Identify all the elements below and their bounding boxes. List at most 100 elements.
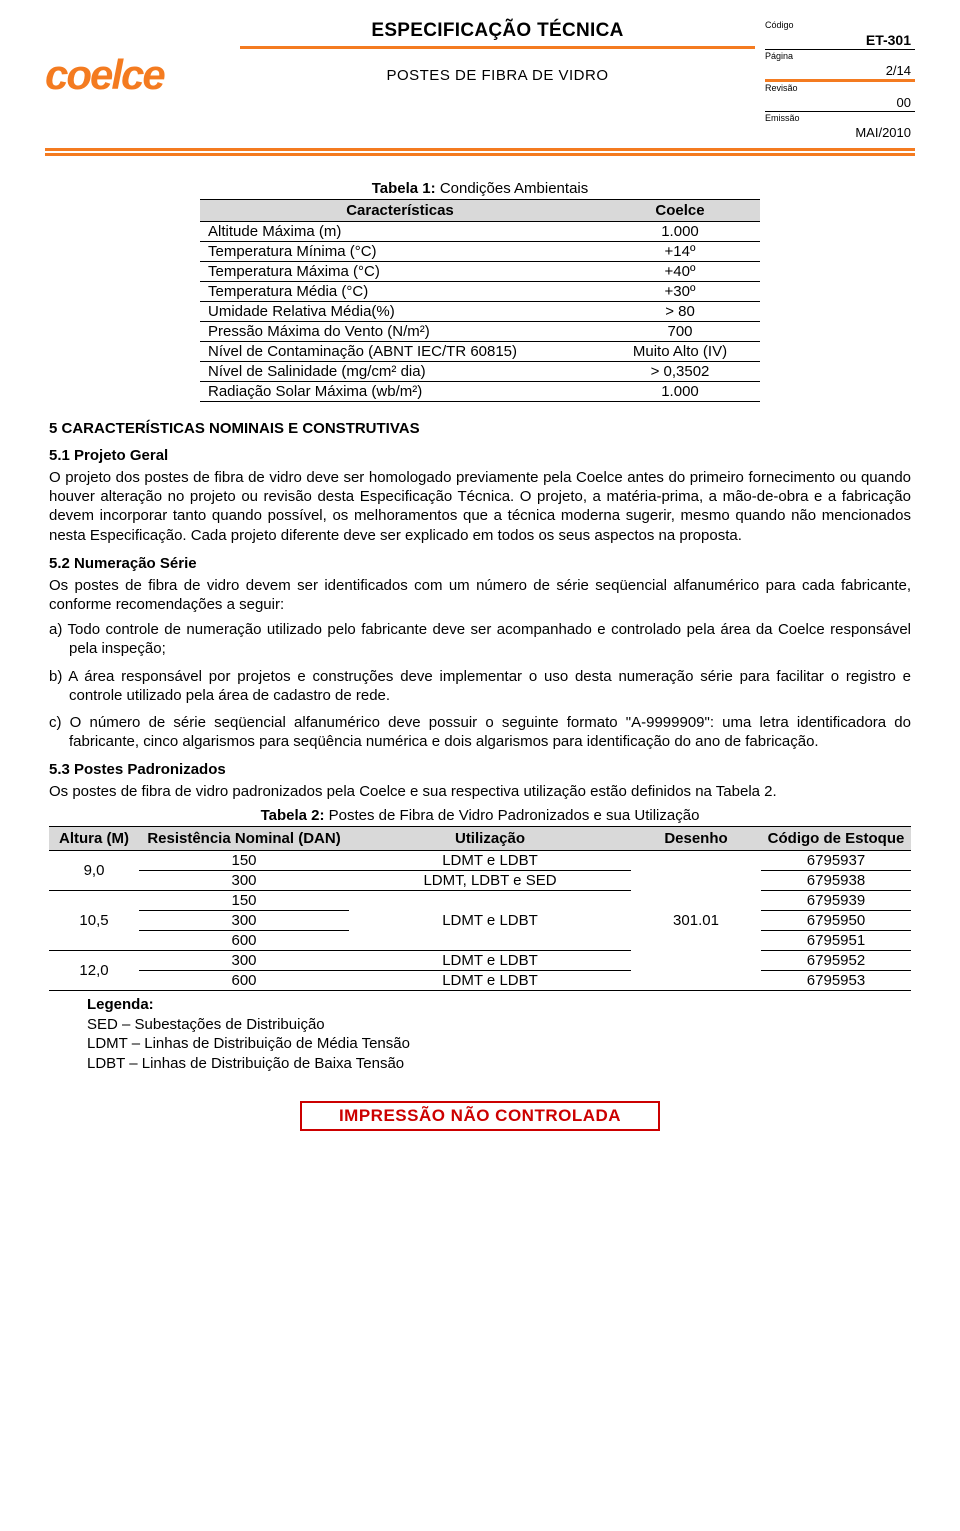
- meta-emissao: MAI/2010: [765, 125, 915, 140]
- cell-res: 150: [139, 851, 349, 871]
- cell-res: 300: [139, 871, 349, 891]
- cell-res: 300: [139, 911, 349, 931]
- cell-desenho: 301.01: [631, 851, 761, 991]
- cell-cod: 6795950: [761, 911, 911, 931]
- legenda-line: LDMT – Linhas de Distribuição de Média T…: [87, 1035, 410, 1052]
- table1-key: Temperatura Máxima (°C): [200, 262, 600, 282]
- footer-stamp: IMPRESSÃO NÃO CONTROLADA: [300, 1101, 660, 1131]
- meta-revisao-label: Revisão: [765, 83, 798, 93]
- section-5-heading: 5 CARACTERÍSTICAS NOMINAIS E CONSTRUTIVA…: [49, 420, 911, 437]
- table1-key: Pressão Máxima do Vento (N/m²): [200, 322, 600, 342]
- cell-util: LDMT e LDBT: [349, 971, 631, 991]
- cell-util: LDMT e LDBT: [349, 851, 631, 871]
- section-5-1-body: O projeto dos postes de fibra de vidro d…: [49, 468, 911, 545]
- table1-value: +14º: [600, 242, 760, 262]
- table2-title: Tabela 2: Postes de Fibra de Vidro Padro…: [49, 807, 911, 824]
- meta-codigo-label: Código: [765, 20, 794, 30]
- cell-res: 600: [139, 931, 349, 951]
- table1-key: Temperatura Média (°C): [200, 282, 600, 302]
- section-5-2-a: a) Todo controle de numeração utilizado …: [49, 620, 911, 658]
- table1-wrap: Tabela 1: Condições Ambientais Caracterí…: [200, 180, 760, 402]
- cell-altura: 12,0: [49, 951, 139, 991]
- table1: Características Coelce Altitude Máxima (…: [200, 199, 760, 402]
- table1-value: 1.000: [600, 222, 760, 242]
- cell-altura: 9,0: [49, 851, 139, 891]
- cell-cod: 6795938: [761, 871, 911, 891]
- section-5-2-c: c) O número de série seqüencial alfanumé…: [49, 713, 911, 751]
- section-5-2-b: b) A área responsável por projetos e con…: [49, 667, 911, 705]
- meta-pagina-label: Página: [765, 51, 793, 61]
- table1-key: Radiação Solar Máxima (wb/m²): [200, 382, 600, 402]
- table1-header-coelce: Coelce: [600, 200, 760, 222]
- header-rule-1: [45, 148, 915, 151]
- meta-emissao-label: Emissão: [765, 113, 800, 123]
- table1-key: Temperatura Mínima (°C): [200, 242, 600, 262]
- meta-column: Código ET-301 Página 2/14 Revisão 00 Emi…: [765, 20, 915, 140]
- cell-cod: 6795951: [761, 931, 911, 951]
- table-row: Temperatura Máxima (°C)+40º: [200, 262, 760, 282]
- table-row: Radiação Solar Máxima (wb/m²)1.000: [200, 382, 760, 402]
- legenda-line: LDBT – Linhas de Distribuição de Baixa T…: [87, 1055, 404, 1072]
- table1-value: > 0,3502: [600, 362, 760, 382]
- meta-divider-orange: [765, 79, 915, 82]
- legenda-line: SED – Subestações de Distribuição: [87, 1016, 325, 1033]
- cell-res: 600: [139, 971, 349, 991]
- table-row: 12,0 300 LDMT e LDBT 6795952: [49, 951, 911, 971]
- meta-revisao: 00: [765, 95, 915, 110]
- table1-value: Muito Alto (IV): [600, 342, 760, 362]
- meta-codigo: ET-301: [765, 32, 915, 48]
- table2-h-codigo: Código de Estoque: [761, 827, 911, 851]
- table1-value: > 80: [600, 302, 760, 322]
- table-row: 300 LDMT, LDBT e SED 6795938: [49, 871, 911, 891]
- table2-h-resistencia: Resistência Nominal (DAN): [139, 827, 349, 851]
- table1-value: +40º: [600, 262, 760, 282]
- logo-column: coelce: [45, 20, 230, 96]
- table1-value: +30º: [600, 282, 760, 302]
- table1-title: Tabela 1: Condições Ambientais: [200, 180, 760, 197]
- table1-header-caracteristicas: Características: [200, 200, 600, 222]
- table1-key: Nível de Salinidade (mg/cm² dia): [200, 362, 600, 382]
- cell-cod: 6795953: [761, 971, 911, 991]
- section-5-3-title: 5.3 Postes Padronizados: [49, 761, 911, 778]
- title-rule: [240, 46, 755, 49]
- table1-value: 1.000: [600, 382, 760, 402]
- table-row: 10,5 150 LDMT e LDBT 6795939: [49, 891, 911, 911]
- table-row: Pressão Máxima do Vento (N/m²)700: [200, 322, 760, 342]
- title-column: ESPECIFICAÇÃO TÉCNICA POSTES DE FIBRA DE…: [240, 20, 755, 84]
- cell-util: LDMT e LDBT: [349, 951, 631, 971]
- cell-cod: 6795939: [761, 891, 911, 911]
- table2-h-desenho: Desenho: [631, 827, 761, 851]
- table2-h-altura: Altura (M): [49, 827, 139, 851]
- cell-res: 300: [139, 951, 349, 971]
- table-row: 9,0 150 LDMT e LDBT 301.01 6795937: [49, 851, 911, 871]
- legenda-title: Legenda:: [87, 996, 154, 1013]
- coelce-logo: coelce: [45, 54, 230, 96]
- header-rule-2: [45, 153, 915, 156]
- table1-key: Altitude Máxima (m): [200, 222, 600, 242]
- doc-subtitle: POSTES DE FIBRA DE VIDRO: [240, 67, 755, 84]
- document-header: coelce ESPECIFICAÇÃO TÉCNICA POSTES DE F…: [45, 20, 915, 140]
- table1-key: Nível de Contaminação (ABNT IEC/TR 60815…: [200, 342, 600, 362]
- table-row: Nível de Salinidade (mg/cm² dia)> 0,3502: [200, 362, 760, 382]
- table2-h-utilizacao: Utilização: [349, 827, 631, 851]
- table-row: Temperatura Média (°C)+30º: [200, 282, 760, 302]
- meta-pagina: 2/14: [765, 63, 915, 78]
- meta-divider: [765, 49, 915, 50]
- section-5-3-intro: Os postes de fibra de vidro padronizados…: [49, 782, 911, 801]
- table1-key: Umidade Relativa Média(%): [200, 302, 600, 322]
- table-row: Nível de Contaminação (ABNT IEC/TR 60815…: [200, 342, 760, 362]
- section-5-1-title: 5.1 Projeto Geral: [49, 447, 911, 464]
- cell-res: 150: [139, 891, 349, 911]
- cell-util: LDMT, LDBT e SED: [349, 871, 631, 891]
- table-row: Umidade Relativa Média(%)> 80: [200, 302, 760, 322]
- content: Tabela 1: Condições Ambientais Caracterí…: [45, 180, 915, 1073]
- meta-divider: [765, 111, 915, 112]
- cell-util: LDMT e LDBT: [349, 891, 631, 951]
- table-row: Altitude Máxima (m)1.000: [200, 222, 760, 242]
- table2: Altura (M) Resistência Nominal (DAN) Uti…: [49, 826, 911, 991]
- table-row: Temperatura Mínima (°C)+14º: [200, 242, 760, 262]
- section-5-2-intro: Os postes de fibra de vidro devem ser id…: [49, 576, 911, 614]
- cell-cod: 6795952: [761, 951, 911, 971]
- doc-title: ESPECIFICAÇÃO TÉCNICA: [240, 20, 755, 44]
- section-5-2-title: 5.2 Numeração Série: [49, 555, 911, 572]
